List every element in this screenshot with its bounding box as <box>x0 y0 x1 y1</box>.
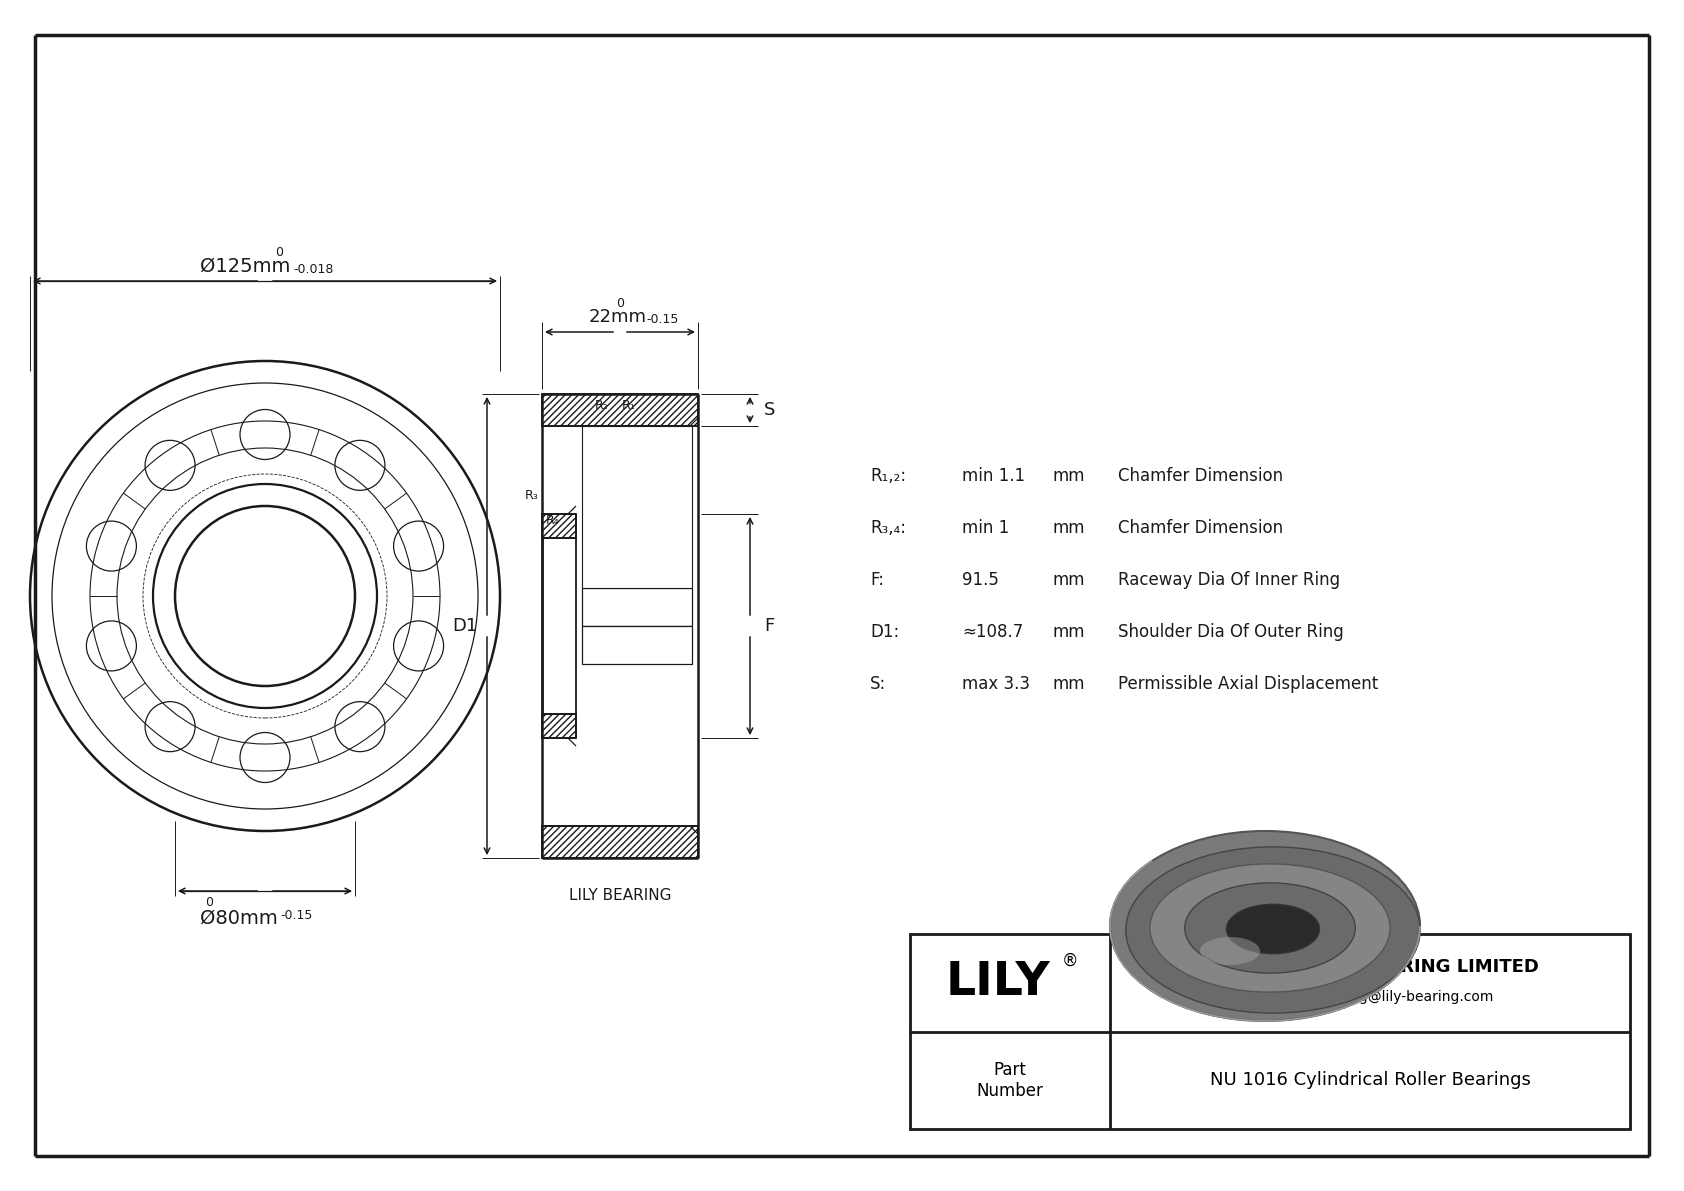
Bar <box>583 426 692 588</box>
Bar <box>583 588 692 626</box>
Text: D1:: D1: <box>871 623 899 641</box>
Text: Chamfer Dimension: Chamfer Dimension <box>1118 467 1283 485</box>
Text: R₁,₂:: R₁,₂: <box>871 467 906 485</box>
Bar <box>542 394 697 426</box>
Text: ≈108.7: ≈108.7 <box>962 623 1024 641</box>
Ellipse shape <box>1201 937 1260 965</box>
Text: D1: D1 <box>451 617 477 635</box>
Text: Shoulder Dia Of Outer Ring: Shoulder Dia Of Outer Ring <box>1118 623 1344 641</box>
Text: max 3.3: max 3.3 <box>962 675 1031 693</box>
Text: LILY BEARING: LILY BEARING <box>569 888 672 904</box>
Text: mm: mm <box>1052 623 1084 641</box>
Text: Permissible Axial Displacement: Permissible Axial Displacement <box>1118 675 1378 693</box>
Text: Raceway Dia Of Inner Ring: Raceway Dia Of Inner Ring <box>1118 570 1340 590</box>
Text: min 1.1: min 1.1 <box>962 467 1026 485</box>
Text: Email: lilybearing@lily-bearing.com: Email: lilybearing@lily-bearing.com <box>1246 990 1494 1004</box>
Text: -0.15: -0.15 <box>647 313 679 326</box>
Text: LILY: LILY <box>946 960 1051 1005</box>
Text: mm: mm <box>1052 675 1084 693</box>
Ellipse shape <box>1186 883 1356 973</box>
Bar <box>542 827 697 858</box>
Text: 0: 0 <box>205 896 212 909</box>
Text: Ø80mm: Ø80mm <box>200 909 278 928</box>
Text: Chamfer Dimension: Chamfer Dimension <box>1118 519 1283 537</box>
Text: R₄: R₄ <box>546 515 559 526</box>
Text: 0: 0 <box>274 247 283 258</box>
Ellipse shape <box>1226 904 1320 954</box>
Text: NU 1016 Cylindrical Roller Bearings: NU 1016 Cylindrical Roller Bearings <box>1209 1071 1531 1090</box>
Text: min 1: min 1 <box>962 519 1009 537</box>
Text: R₃: R₃ <box>524 490 537 501</box>
Text: R₁: R₁ <box>621 399 637 412</box>
Bar <box>542 515 576 538</box>
Text: Part
Number: Part Number <box>977 1061 1044 1099</box>
Text: Ø125mm: Ø125mm <box>200 257 290 276</box>
Text: 22mm: 22mm <box>589 308 647 326</box>
Text: F: F <box>765 617 775 635</box>
Text: 91.5: 91.5 <box>962 570 999 590</box>
Text: -0.018: -0.018 <box>293 263 333 276</box>
Text: ®: ® <box>1063 952 1078 969</box>
Ellipse shape <box>1150 863 1389 992</box>
Text: R₂: R₂ <box>594 399 608 412</box>
Bar <box>542 713 576 738</box>
Text: S:: S: <box>871 675 886 693</box>
Text: mm: mm <box>1052 467 1084 485</box>
Text: mm: mm <box>1052 570 1084 590</box>
Ellipse shape <box>1110 831 1420 1021</box>
Bar <box>909 934 1630 1129</box>
Text: SHANGHAI LILY BEARING LIMITED: SHANGHAI LILY BEARING LIMITED <box>1201 958 1539 975</box>
Text: S: S <box>765 401 775 419</box>
Bar <box>583 626 692 665</box>
Text: mm: mm <box>1052 519 1084 537</box>
Ellipse shape <box>1125 847 1420 1014</box>
Text: -0.15: -0.15 <box>280 909 312 922</box>
Text: 0: 0 <box>616 297 625 310</box>
Text: R₃,₄:: R₃,₄: <box>871 519 906 537</box>
Text: F:: F: <box>871 570 884 590</box>
